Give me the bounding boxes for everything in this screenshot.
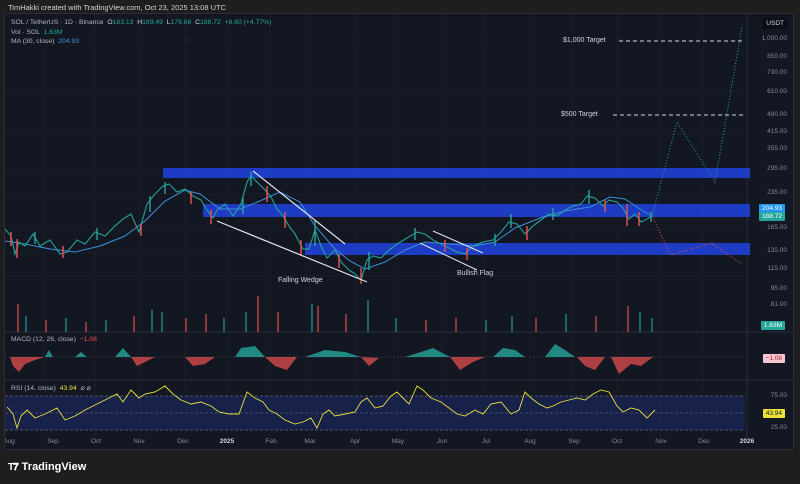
chart-canvas[interactable] [5,14,794,450]
falling-wedge-label[interactable]: Falling Wedge [278,277,323,284]
rsi-tag: 43.94 [762,409,785,418]
volume-line: Vol · SOL 1.63M [11,28,271,38]
grid [5,14,745,438]
change-value: +8.60 (+4.77%) [224,19,272,26]
brand-name: TradingView [21,461,87,473]
target-500-label[interactable]: $500 Target [561,111,598,118]
wedge-lower-line[interactable] [216,220,368,283]
flag-upper-line[interactable] [432,230,484,254]
open-value: 183.13 [112,19,134,26]
volume-bars [17,296,653,332]
tradingview-brand[interactable]: T𝟕 TradingView [8,461,86,473]
price-path[interactable] [5,175,653,282]
chart-credit: TimHakki created with TradingView.com, O… [8,3,227,12]
bearish-projection[interactable] [651,215,743,265]
close-value: 188.72 [200,19,221,26]
rsi-value: 43.94 [59,385,77,392]
rsi-extra-icons[interactable]: ⌀ ⌀ [80,385,91,392]
support-zone[interactable] [305,243,750,255]
ma-label[interactable]: MA (30, close) [11,38,55,45]
main-legend: SOL / TetherUS · 1D · Binance O183.13 H1… [11,18,271,47]
bullish-flag-label[interactable]: Bullish Flag [457,270,494,277]
bullish-projection[interactable] [651,26,743,217]
volume-value: 1.63M [43,28,63,36]
volume-tag: 1.63M [760,321,785,330]
rsi-legend[interactable]: RSI (14, close) 43.94 ⌀ ⌀ [11,385,91,392]
macd-value: −1.08 [79,336,97,343]
mid-zone[interactable] [203,204,750,217]
rsi-line[interactable] [6,385,656,430]
symbol-label[interactable]: SOL / TetherUS · 1D · Binance [11,19,104,26]
candles [10,172,652,284]
wedge-upper-line[interactable] [252,170,346,245]
volume-label[interactable]: Vol · SOL [11,28,40,36]
flag-lower-line[interactable] [419,242,478,271]
time-axis[interactable]: Aug Sep Oct Nov Dec 2025 Feb Mar Apr May… [4,438,755,445]
chart-frame[interactable]: SOL / TetherUS · 1D · Binance O183.13 H1… [4,13,794,450]
last-price-tag: 188.72 [759,212,785,221]
tradingview-logo-icon: T𝟕 [8,461,19,473]
ma-value: 204.93 [58,38,80,45]
rsi-axis-75: 75.00 [770,392,787,399]
high-value: 189.49 [142,19,163,26]
target-1000-label[interactable]: $1,000 Target [563,37,606,44]
resistance-zone[interactable] [163,168,750,178]
ma-line: MA (30, close) 204.93 [11,37,271,47]
macd-tag: −1.08 [762,354,785,363]
currency-button[interactable]: USDT [762,18,788,29]
rsi-axis-25: 25.00 [770,424,787,431]
ma-price-tag: 204.93 [759,204,785,213]
macd-hist [10,357,45,372]
macd-legend[interactable]: MACD (12, 26, close) −1.08 [11,336,97,343]
ma-line[interactable] [5,189,651,270]
low-value: 179.68 [170,19,192,26]
ohlc-line: SOL / TetherUS · 1D · Binance O183.13 H1… [11,19,272,26]
